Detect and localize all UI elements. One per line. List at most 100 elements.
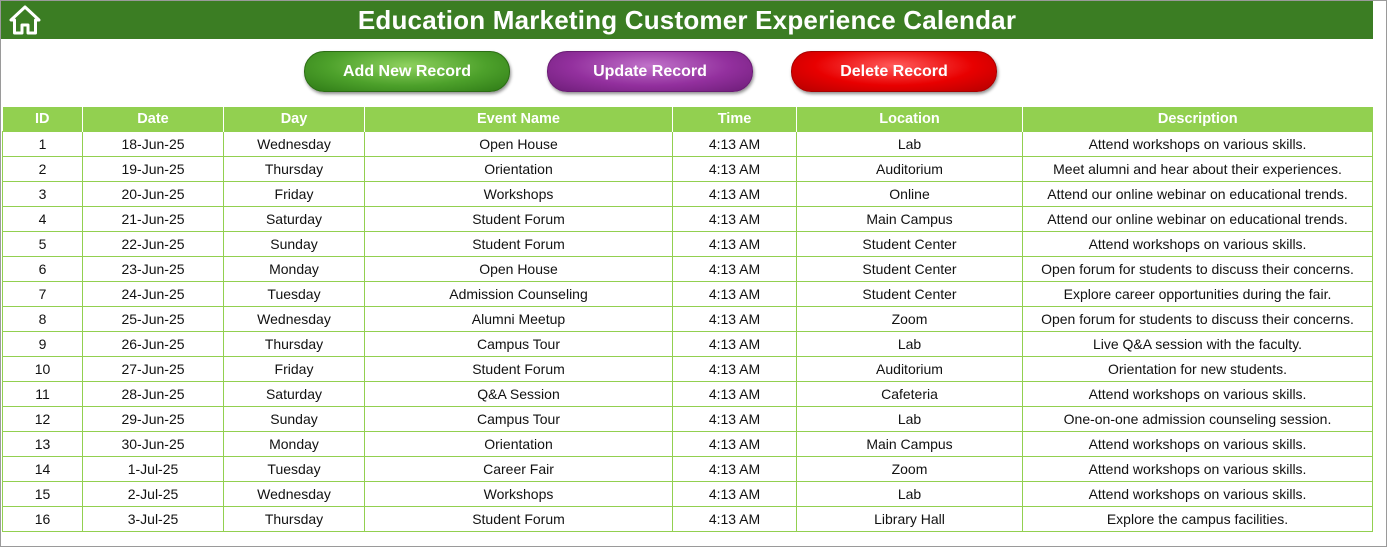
id-cell: 7 bbox=[2, 281, 83, 307]
id-cell: 6 bbox=[2, 256, 83, 282]
location-cell: Student Center bbox=[796, 281, 1023, 307]
location-cell: Zoom bbox=[796, 306, 1023, 332]
home-button[interactable] bbox=[7, 3, 43, 37]
column-header-day[interactable]: Day bbox=[223, 107, 365, 132]
table-row[interactable]: 9 26-Jun-25 Thursday Campus Tour 4:13 AM Lab L… bbox=[2, 331, 1373, 357]
location-cell: Online bbox=[796, 181, 1023, 207]
table-row[interactable]: 4 21-Jun-25 Saturday Student Forum 4:13 AM Ma… bbox=[2, 206, 1373, 232]
time-cell: 4:13 AM bbox=[672, 181, 797, 207]
table-row[interactable]: 16 3-Jul-25 Thursday Student Forum 4:13 AM Li… bbox=[2, 506, 1373, 532]
event-name-cell: Student Forum bbox=[364, 206, 673, 232]
table-row[interactable]: 6 23-Jun-25 Monday Open House 4:13 AM Student… bbox=[2, 256, 1373, 282]
event-name-cell: Campus Tour bbox=[364, 331, 673, 357]
time-cell: 4:13 AM bbox=[672, 256, 797, 282]
id-cell: 13 bbox=[2, 431, 83, 457]
description-cell: Attend workshops on various skills. bbox=[1022, 231, 1373, 257]
day-cell: Sunday bbox=[223, 231, 365, 257]
table-row[interactable]: 14 1-Jul-25 Tuesday Career Fair 4:13 AM Zoom A… bbox=[2, 456, 1373, 482]
time-cell: 4:13 AM bbox=[672, 131, 797, 157]
time-cell: 4:13 AM bbox=[672, 381, 797, 407]
location-cell: Lab bbox=[796, 331, 1023, 357]
date-cell: 1-Jul-25 bbox=[82, 456, 224, 482]
event-name-cell: Open House bbox=[364, 131, 673, 157]
date-cell: 25-Jun-25 bbox=[82, 306, 224, 332]
column-header-location[interactable]: Location bbox=[796, 107, 1023, 132]
column-header-id[interactable]: ID bbox=[2, 107, 83, 132]
table-row[interactable]: 12 29-Jun-25 Sunday Campus Tour 4:13 AM Lab On… bbox=[2, 406, 1373, 432]
day-cell: Thursday bbox=[223, 331, 365, 357]
location-cell: Lab bbox=[796, 131, 1023, 157]
day-cell: Thursday bbox=[223, 506, 365, 532]
table-row[interactable]: 5 22-Jun-25 Sunday Student Forum 4:13 AM Stud… bbox=[2, 231, 1373, 257]
column-header-description[interactable]: Description bbox=[1022, 107, 1373, 132]
table-row[interactable]: 3 20-Jun-25 Friday Workshops 4:13 AM Online At… bbox=[2, 181, 1373, 207]
location-cell: Main Campus bbox=[796, 431, 1023, 457]
table-row[interactable]: 2 19-Jun-25 Thursday Orientation 4:13 AM Audi… bbox=[2, 156, 1373, 182]
day-cell: Wednesday bbox=[223, 131, 365, 157]
title-bar: Education Marketing Customer Experience … bbox=[1, 1, 1373, 39]
description-cell: Attend our online webinar on educational… bbox=[1022, 181, 1373, 207]
id-cell: 12 bbox=[2, 406, 83, 432]
id-cell: 14 bbox=[2, 456, 83, 482]
table-row[interactable]: 13 30-Jun-25 Monday Orientation 4:13 AM Main … bbox=[2, 431, 1373, 457]
page-title: Education Marketing Customer Experience … bbox=[357, 5, 1017, 35]
time-cell: 4:13 AM bbox=[672, 431, 797, 457]
table-header-row: ID Date Day Event Name Time Location Des… bbox=[2, 107, 1373, 132]
id-cell: 1 bbox=[2, 131, 83, 157]
time-cell: 4:13 AM bbox=[672, 156, 797, 182]
day-cell: Saturday bbox=[223, 381, 365, 407]
table-row[interactable]: 7 24-Jun-25 Tuesday Admission Counseling 4:1… bbox=[2, 281, 1373, 307]
date-cell: 24-Jun-25 bbox=[82, 281, 224, 307]
column-header-date[interactable]: Date bbox=[82, 107, 224, 132]
date-cell: 2-Jul-25 bbox=[82, 481, 224, 507]
table-row[interactable]: 11 28-Jun-25 Saturday Q&A Session 4:13 AM Caf… bbox=[2, 381, 1373, 407]
update-record-button[interactable]: Update Record bbox=[547, 51, 753, 92]
column-header-time[interactable]: Time bbox=[672, 107, 797, 132]
id-cell: 11 bbox=[2, 381, 83, 407]
id-cell: 5 bbox=[2, 231, 83, 257]
column-header-event-name[interactable]: Event Name bbox=[364, 107, 673, 132]
event-name-cell: Career Fair bbox=[364, 456, 673, 482]
time-cell: 4:13 AM bbox=[672, 506, 797, 532]
description-cell: Attend workshops on various skills. bbox=[1022, 131, 1373, 157]
id-cell: 10 bbox=[2, 356, 83, 382]
date-cell: 27-Jun-25 bbox=[82, 356, 224, 382]
description-cell: Attend our online webinar on educational… bbox=[1022, 206, 1373, 232]
location-cell: Cafeteria bbox=[796, 381, 1023, 407]
table-row[interactable]: 10 27-Jun-25 Friday Student Forum 4:13 AM Aud… bbox=[2, 356, 1373, 382]
id-cell: 16 bbox=[2, 506, 83, 532]
day-cell: Monday bbox=[223, 256, 365, 282]
id-cell: 15 bbox=[2, 481, 83, 507]
time-cell: 4:13 AM bbox=[672, 231, 797, 257]
event-name-cell: Admission Counseling bbox=[364, 281, 673, 307]
date-cell: 18-Jun-25 bbox=[82, 131, 224, 157]
table-row[interactable]: 8 25-Jun-25 Wednesday Alumni Meetup 4:13 AM Z… bbox=[2, 306, 1373, 332]
day-cell: Tuesday bbox=[223, 281, 365, 307]
id-cell: 3 bbox=[2, 181, 83, 207]
table-row[interactable]: 15 2-Jul-25 Wednesday Workshops 4:13 AM Lab At… bbox=[2, 481, 1373, 507]
location-cell: Library Hall bbox=[796, 506, 1023, 532]
description-cell: Orientation for new students. bbox=[1022, 356, 1373, 382]
location-cell: Lab bbox=[796, 481, 1023, 507]
table-row[interactable]: 1 18-Jun-25 Wednesday Open House 4:13 AM Lab A… bbox=[2, 131, 1373, 157]
location-cell: Student Center bbox=[796, 256, 1023, 282]
day-cell: Sunday bbox=[223, 406, 365, 432]
date-cell: 29-Jun-25 bbox=[82, 406, 224, 432]
date-cell: 20-Jun-25 bbox=[82, 181, 224, 207]
date-cell: 21-Jun-25 bbox=[82, 206, 224, 232]
description-cell: Attend workshops on various skills. bbox=[1022, 456, 1373, 482]
location-cell: Zoom bbox=[796, 456, 1023, 482]
date-cell: 28-Jun-25 bbox=[82, 381, 224, 407]
description-cell: Open forum for students to discuss their… bbox=[1022, 256, 1373, 282]
date-cell: 23-Jun-25 bbox=[82, 256, 224, 282]
day-cell: Thursday bbox=[223, 156, 365, 182]
time-cell: 4:13 AM bbox=[672, 306, 797, 332]
description-cell: Open forum for students to discuss their… bbox=[1022, 306, 1373, 332]
date-cell: 19-Jun-25 bbox=[82, 156, 224, 182]
delete-record-button[interactable]: Delete Record bbox=[791, 51, 997, 92]
description-cell: Attend workshops on various skills. bbox=[1022, 431, 1373, 457]
add-new-record-button[interactable]: Add New Record bbox=[304, 51, 510, 92]
day-cell: Monday bbox=[223, 431, 365, 457]
day-cell: Wednesday bbox=[223, 481, 365, 507]
